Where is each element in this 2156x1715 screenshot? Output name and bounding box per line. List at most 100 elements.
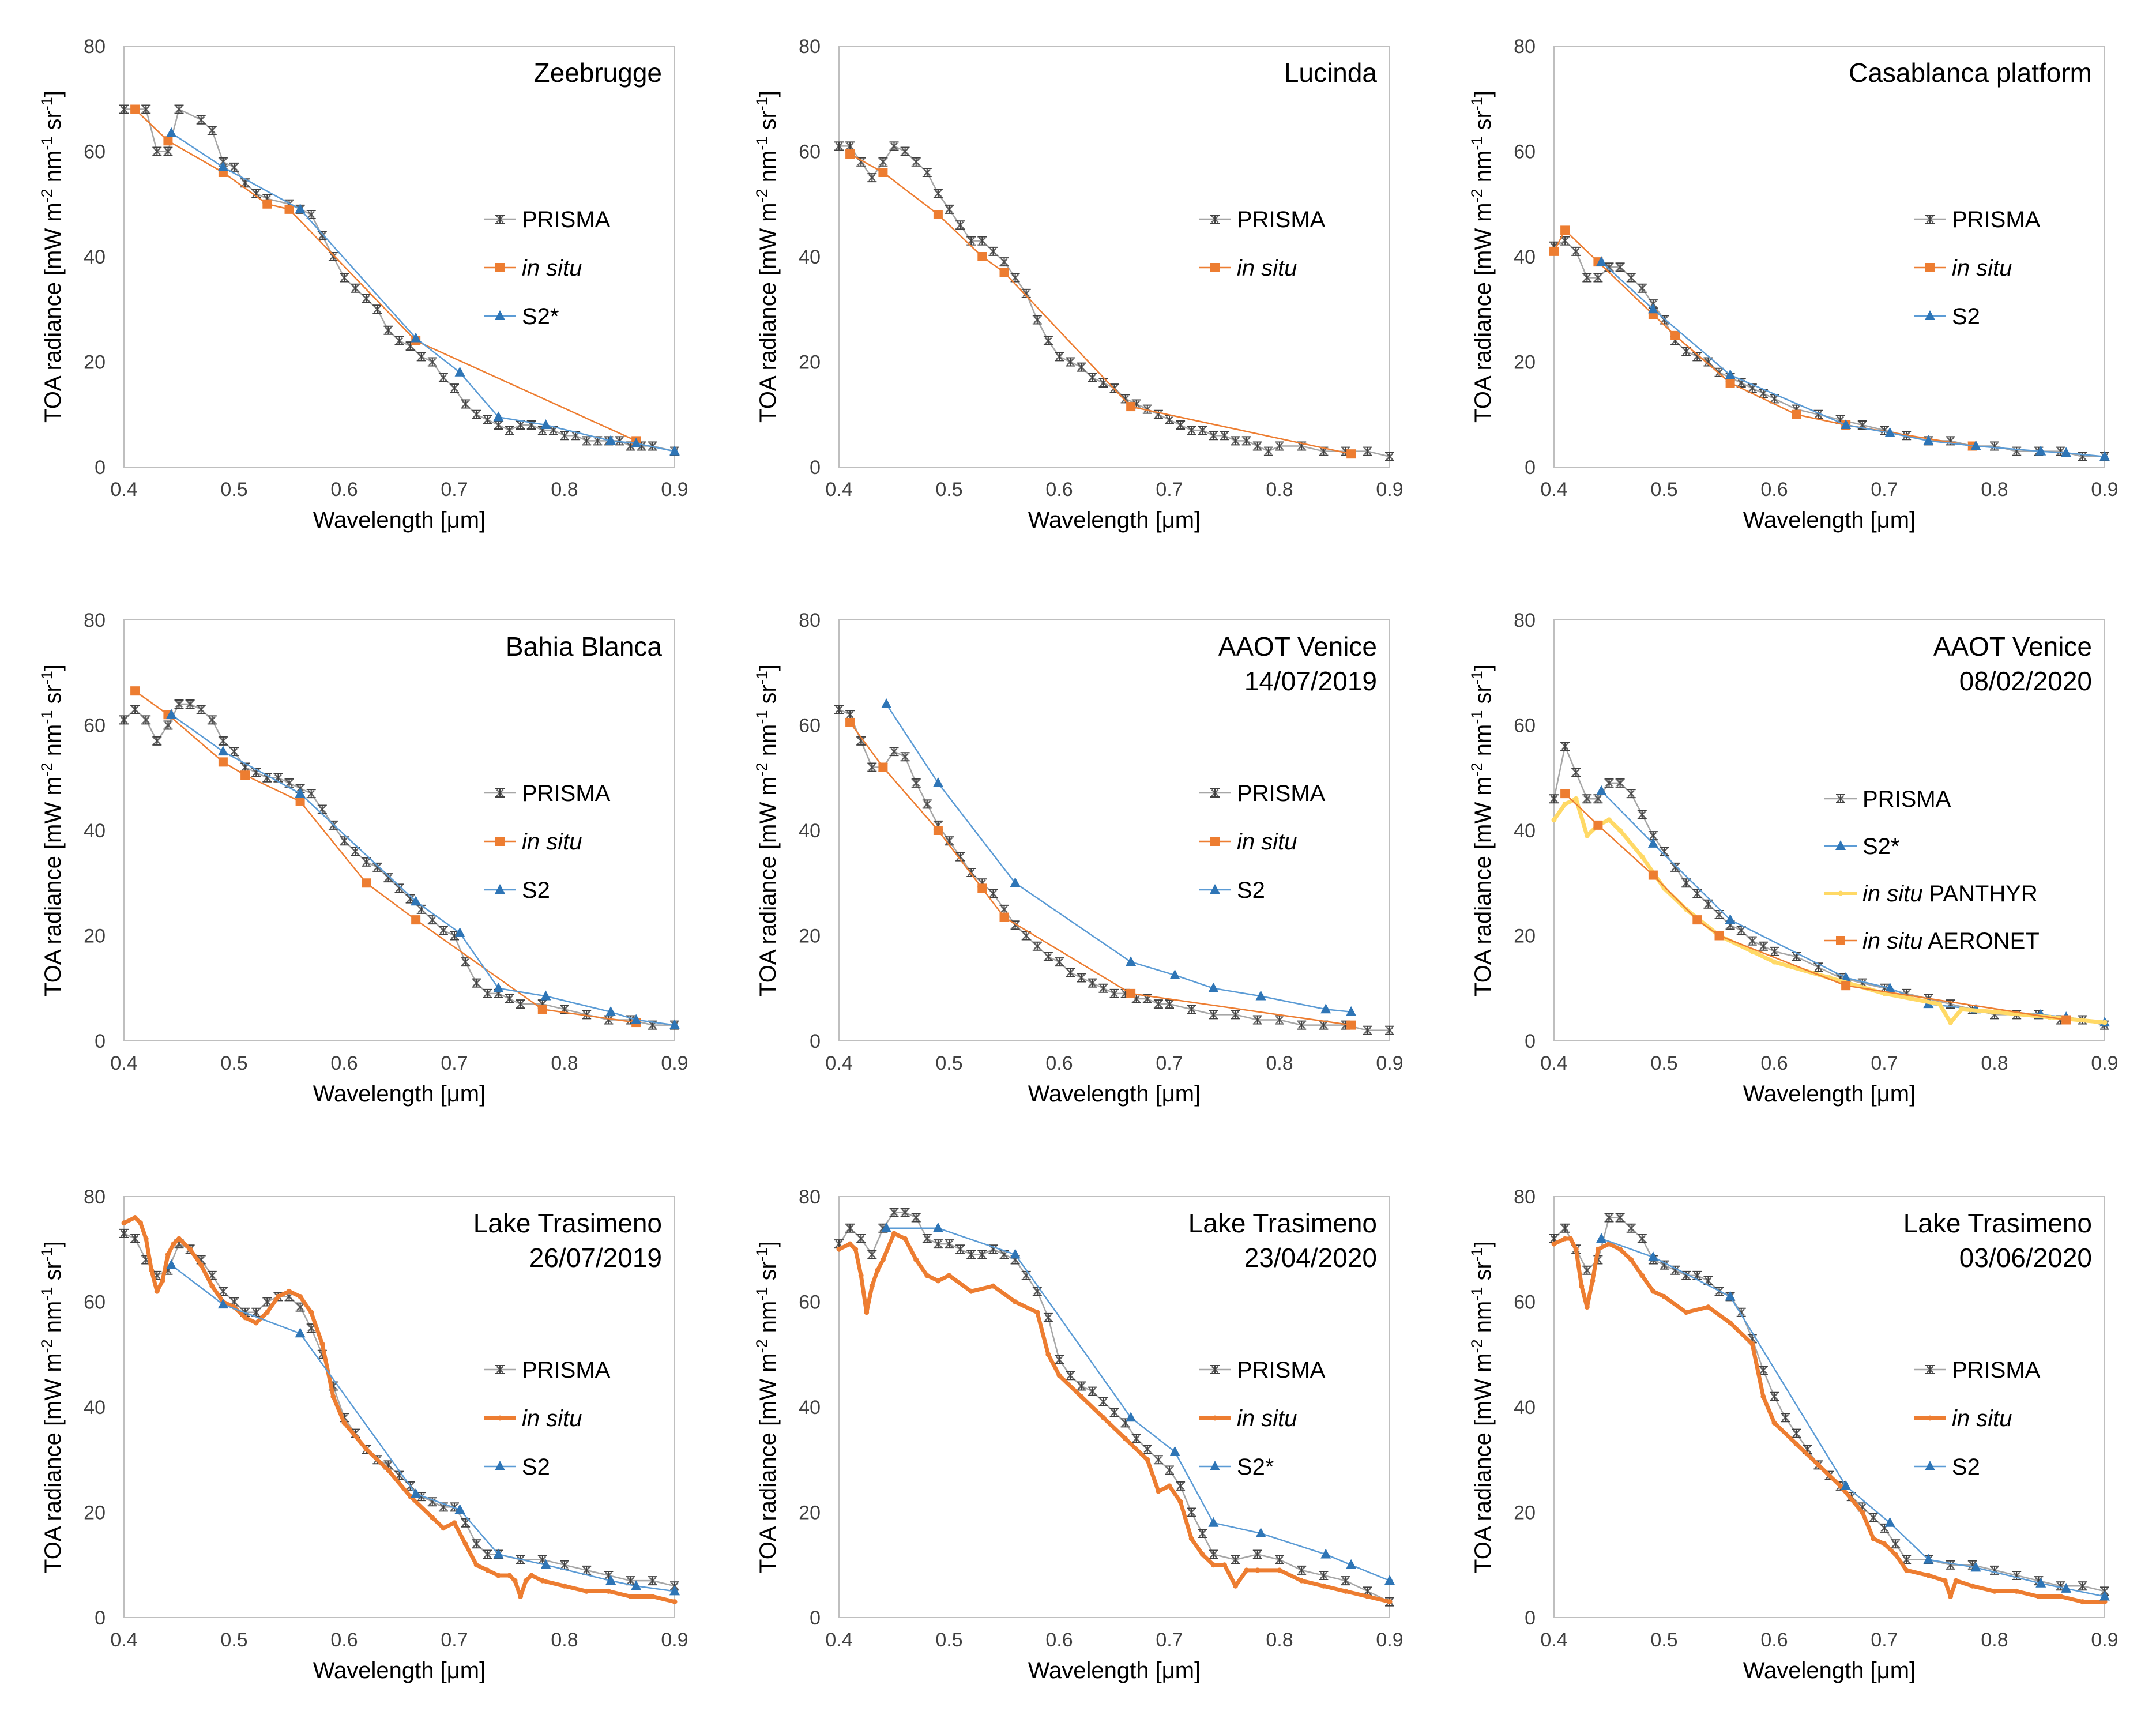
series-line	[1601, 1238, 2105, 1597]
data-point	[518, 1594, 524, 1599]
data-point	[319, 1341, 325, 1347]
data-point-errorbar	[889, 141, 899, 151]
data-point	[540, 990, 551, 1001]
data-point	[1244, 1567, 1250, 1573]
data-point	[523, 1578, 529, 1584]
data-point	[262, 199, 272, 209]
data-point	[1056, 1372, 1062, 1378]
data-point-errorbar	[615, 436, 624, 446]
x-tick-label: 0.7	[441, 1052, 468, 1074]
data-point	[1793, 1441, 1799, 1447]
y-tick-label: 0	[810, 457, 821, 479]
data-point	[1584, 1304, 1590, 1310]
legend-item: PRISMA	[484, 1357, 611, 1383]
legend-label: S2*	[522, 304, 559, 329]
data-point	[166, 709, 177, 719]
data-point	[1145, 1457, 1150, 1462]
data-point-errorbar	[1946, 1560, 1955, 1570]
x-tick-label: 0.4	[110, 1052, 137, 1074]
data-point-errorbar	[1604, 1213, 1614, 1223]
data-point	[1639, 1273, 1645, 1278]
data-point-errorbar	[207, 715, 217, 725]
data-point	[441, 1525, 446, 1531]
y-tick-label: 60	[1514, 1292, 1536, 1314]
data-point	[1838, 1483, 1843, 1489]
data-point	[1923, 1554, 1934, 1564]
data-point	[1299, 1578, 1304, 1584]
data-point	[1884, 427, 1895, 437]
data-point	[217, 746, 228, 756]
y-tick-label: 20	[1514, 1502, 1536, 1524]
data-point	[1937, 1001, 1942, 1007]
data-point	[1573, 796, 1579, 802]
x-tick-label: 0.6	[330, 1052, 358, 1074]
data-point	[1725, 914, 1736, 924]
x-tick-label: 0.5	[220, 1052, 247, 1074]
series-line	[171, 132, 675, 452]
panel-title: Bahia Blanca	[506, 631, 662, 661]
data-point	[1365, 1594, 1371, 1599]
data-point	[1647, 1251, 1658, 1261]
chart-panel-9: 0 20 40 60 80 0.4 0.5 0.6 0.7 0.8 0.9 Wavelength [μ…	[1468, 1186, 2119, 1683]
panel-title: AAOT Venice	[1218, 631, 1377, 661]
data-point	[1156, 1488, 1161, 1494]
legend-item: S2	[484, 878, 550, 903]
legend-item: PRISMA	[1914, 1357, 2041, 1383]
data-point-errorbar	[1198, 1529, 1207, 1538]
data-point	[454, 1503, 465, 1514]
data-point	[330, 1394, 336, 1400]
legend-item: in situ	[1914, 1406, 2012, 1431]
x-tick-label: 0.4	[1540, 1629, 1567, 1651]
data-point	[1255, 1528, 1266, 1537]
y-tick-label: 60	[1514, 141, 1536, 163]
data-point	[484, 1567, 490, 1573]
data-point	[2061, 1582, 2072, 1593]
data-point-errorbar	[1142, 404, 1152, 414]
data-point-errorbar	[900, 752, 910, 762]
data-point-errorbar	[911, 157, 921, 167]
plot-area	[1553, 46, 2105, 468]
series-line	[171, 714, 675, 1026]
data-point	[1167, 1483, 1172, 1489]
data-point	[493, 982, 504, 992]
data-point-errorbar	[1209, 431, 1218, 441]
plot-area	[838, 46, 1390, 468]
data-point	[1661, 1293, 1667, 1299]
y-tick-label: 0	[1525, 1607, 1536, 1629]
x-tick-label: 0.8	[551, 1629, 578, 1651]
series-line	[1601, 261, 2105, 458]
data-point-errorbar	[119, 1228, 129, 1238]
x-tick-label: 0.4	[110, 479, 137, 501]
data-point	[1208, 982, 1219, 992]
legend-item: PRISMA	[484, 207, 611, 232]
legend-marker	[495, 1461, 505, 1470]
plot-area	[123, 1196, 675, 1618]
legend-marker-errorbar	[1210, 788, 1220, 798]
data-point-errorbar	[834, 141, 844, 151]
data-point	[166, 1259, 177, 1269]
legend-label: PRISMA	[1862, 787, 1951, 812]
data-point-errorbar	[1187, 1507, 1196, 1517]
data-point	[1222, 1562, 1227, 1568]
legend-item: PRISMA	[1824, 787, 1951, 812]
data-point	[1923, 435, 1934, 445]
data-point-errorbar	[1637, 1234, 1647, 1243]
y-tick-label: 20	[799, 926, 821, 947]
series-in-situ	[1551, 1236, 2108, 1605]
legend-item: in situ	[1199, 1406, 1297, 1431]
data-point	[218, 757, 228, 767]
data-point	[836, 1246, 842, 1252]
data-point-errorbar	[1209, 1010, 1218, 1020]
legend-marker	[1925, 263, 1935, 272]
data-point	[295, 1327, 306, 1338]
series-line	[1553, 1236, 2105, 1604]
data-point-errorbar	[1637, 283, 1647, 293]
x-tick-label: 0.8	[551, 479, 578, 501]
data-point	[2035, 1577, 2046, 1588]
legend-label: S2	[1952, 304, 1980, 329]
legend-item: in situ	[484, 1406, 582, 1431]
data-point-errorbar	[900, 146, 910, 156]
legend-marker-errorbar	[495, 215, 505, 224]
series-prisma	[119, 699, 679, 1030]
data-point	[1320, 1548, 1331, 1559]
